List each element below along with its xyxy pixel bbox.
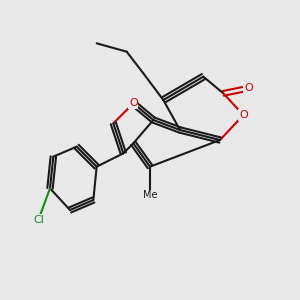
Text: Cl: Cl <box>33 215 44 225</box>
Text: O: O <box>129 98 138 108</box>
Text: O: O <box>239 110 248 120</box>
Text: Me: Me <box>143 190 157 200</box>
Text: O: O <box>244 83 253 93</box>
